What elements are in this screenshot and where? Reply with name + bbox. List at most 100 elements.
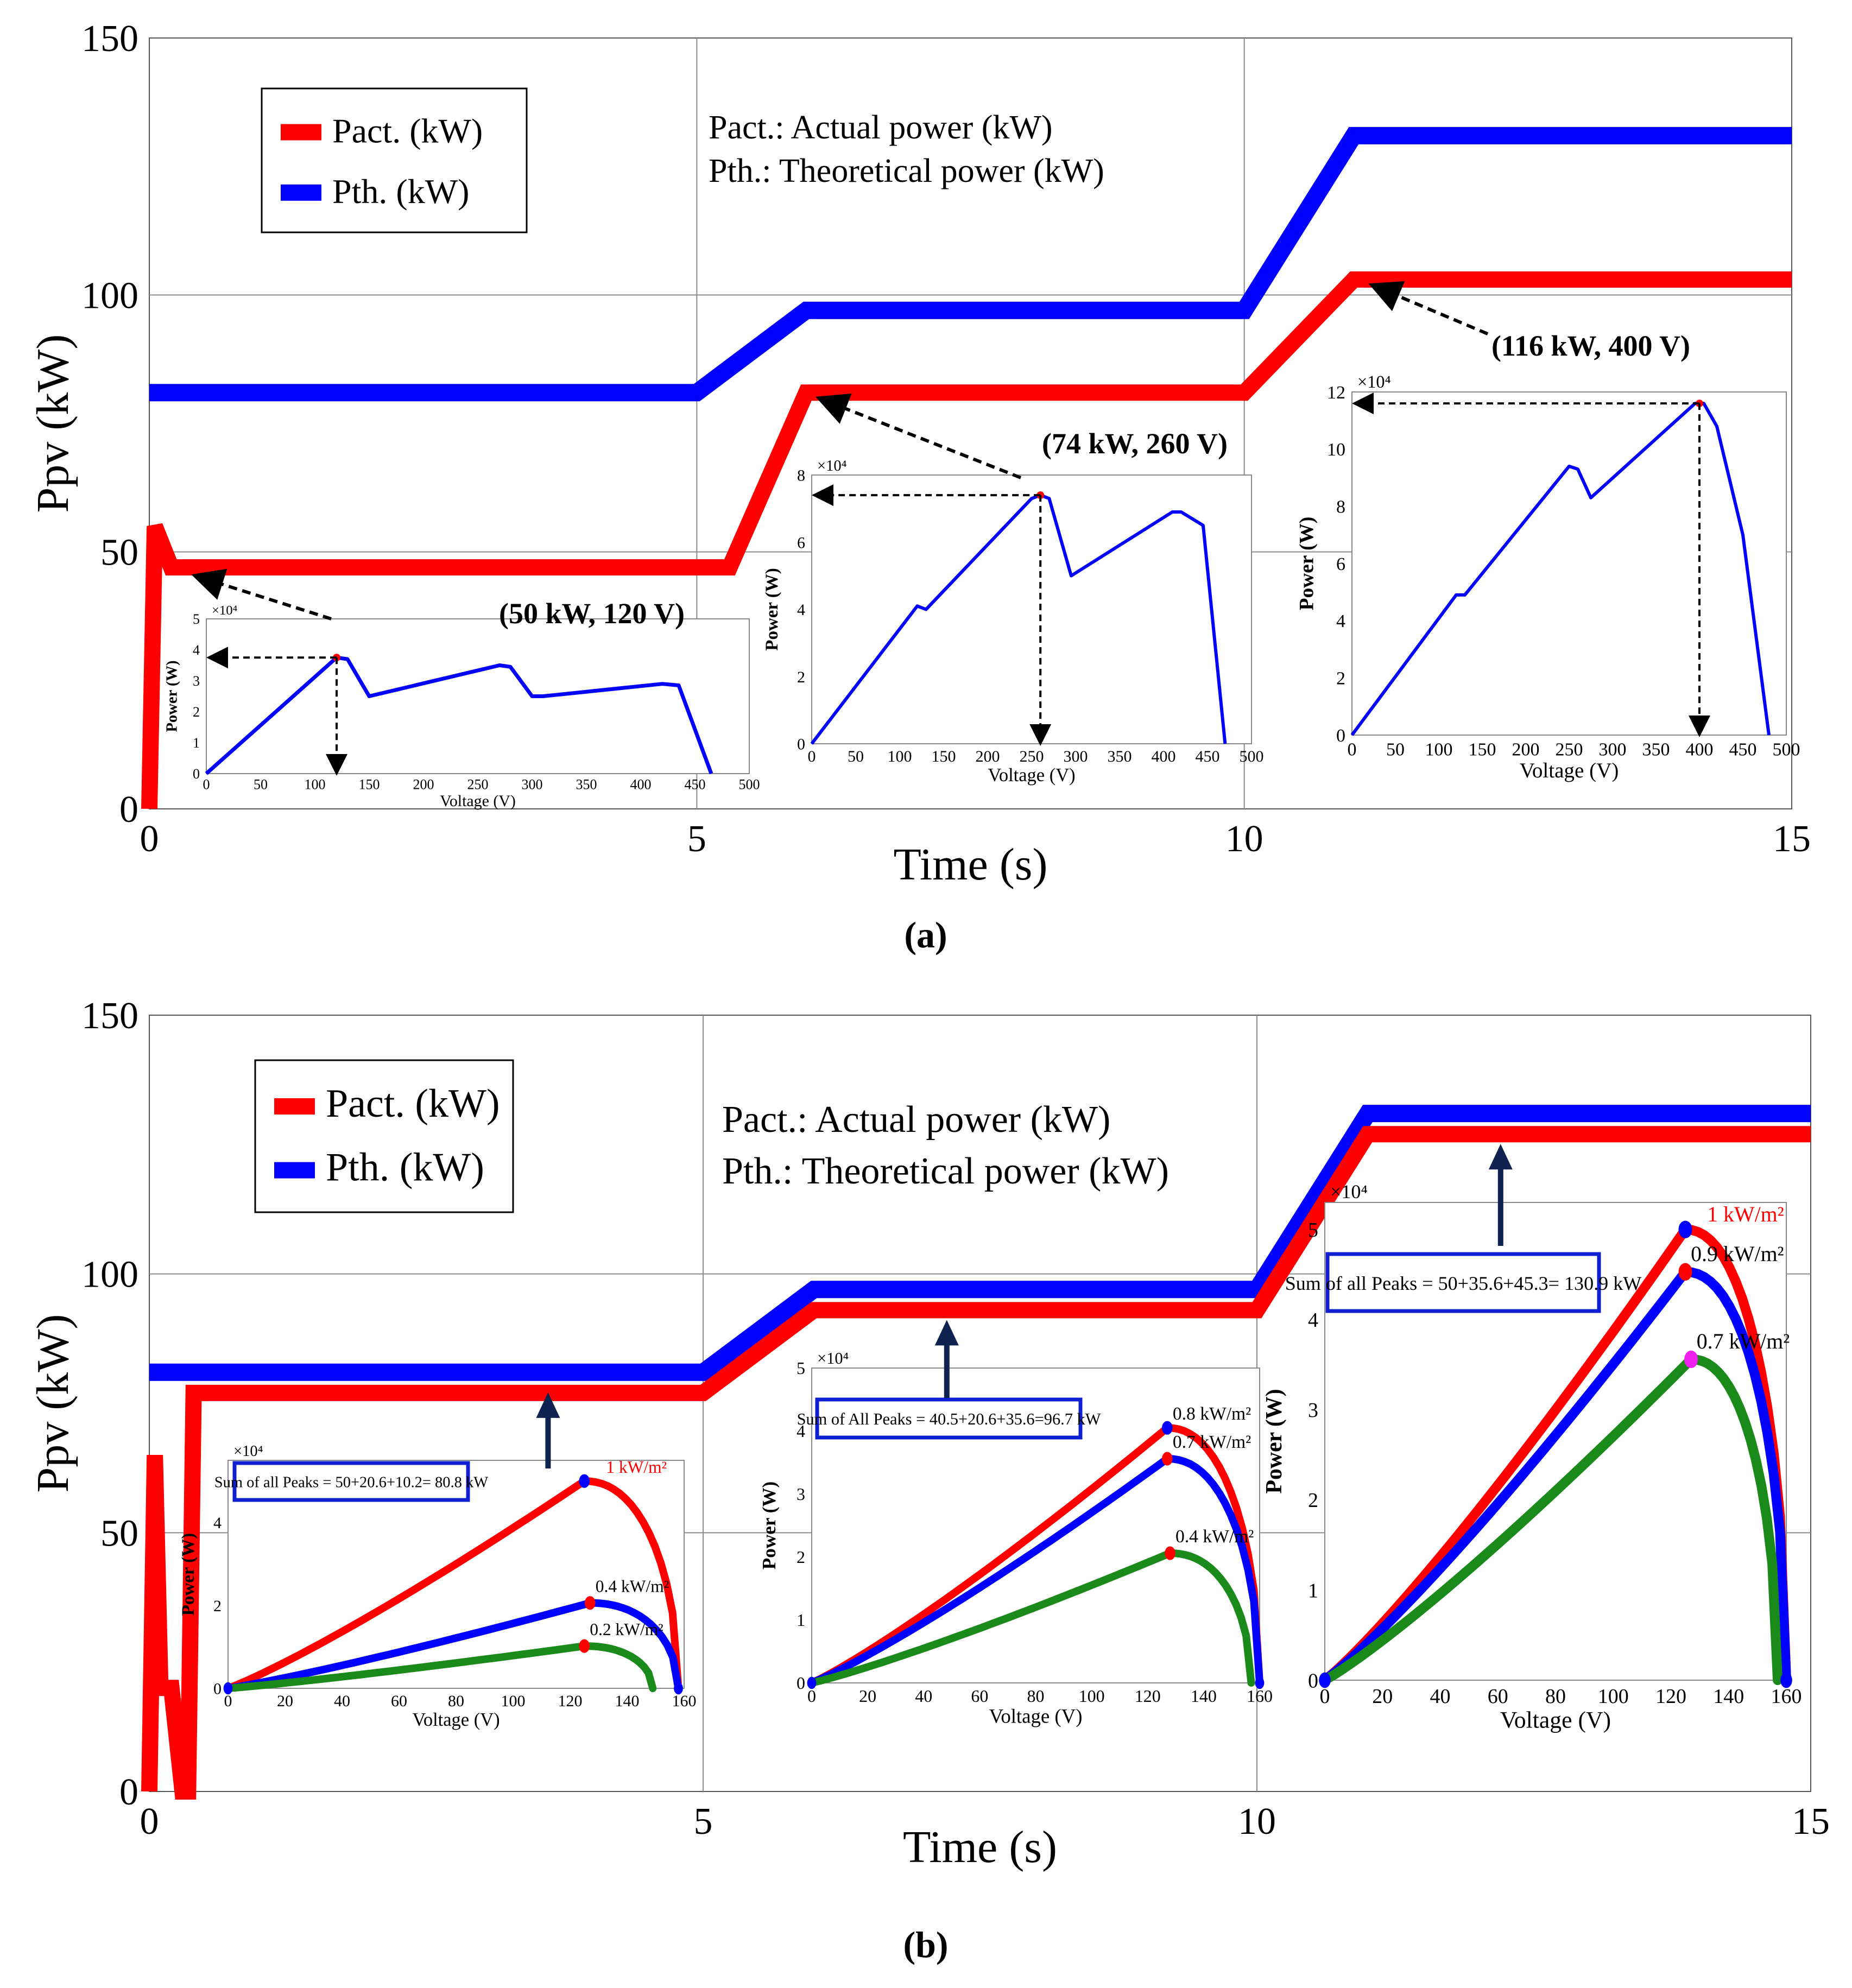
inset-y-tick-label: 3 bbox=[797, 1484, 805, 1504]
inset-pv-curve-green bbox=[1320, 1354, 1783, 1685]
legend-box bbox=[261, 87, 528, 233]
x-axis-label: Time (s) bbox=[894, 839, 1048, 890]
inset-x-tick-label: 250 bbox=[1556, 739, 1583, 759]
inset-pv-curve-theoretical bbox=[808, 1454, 1263, 1687]
inset-voc-marker bbox=[1780, 1672, 1792, 1688]
inset-y-tick-label: 0 bbox=[1308, 1669, 1318, 1692]
inset-pv-curve-actual bbox=[224, 1477, 682, 1692]
sum-pointer-arrow-head bbox=[934, 1320, 959, 1346]
inset-x-tick-label: 0 bbox=[1320, 1685, 1330, 1708]
inset-x-tick-label: 50 bbox=[254, 777, 268, 793]
irradiance-label: 0.9 kW/m² bbox=[1691, 1242, 1784, 1266]
inset-pv-curve-green bbox=[224, 1642, 657, 1692]
inset-frame bbox=[811, 474, 1252, 744]
mpp-annotation: (74 kW, 260 V) bbox=[1042, 427, 1228, 460]
inset-y-axis-label: Power (W) bbox=[1262, 1389, 1287, 1493]
y-axis-label: Ppv (kW) bbox=[28, 334, 78, 513]
inset-x-axis-label: Voltage (V) bbox=[412, 1710, 500, 1730]
inset-x-tick-label: 60 bbox=[391, 1692, 407, 1710]
y-tick-label: 100 bbox=[81, 1254, 138, 1296]
inset-x-tick-label: 50 bbox=[848, 748, 864, 765]
inset-x-tick-label: 120 bbox=[1655, 1685, 1686, 1708]
note-theoretical: Pth.: Theoretical power (kW) bbox=[722, 1150, 1169, 1192]
inset-x-axis-label: Voltage (V) bbox=[440, 792, 516, 810]
inset-x-tick-label: 350 bbox=[1642, 739, 1670, 759]
inset-y-tick-label: 8 bbox=[797, 467, 805, 485]
inset-pv-curve bbox=[1350, 402, 1771, 736]
inset-x-tick-label: 100 bbox=[1425, 739, 1453, 759]
inset-x-tick-label: 0 bbox=[808, 748, 816, 765]
inset-frame bbox=[206, 618, 750, 774]
inset-y-tick-label: 1 bbox=[1308, 1579, 1318, 1602]
inset-frame bbox=[1351, 391, 1787, 736]
x-tick-label: 0 bbox=[140, 1801, 159, 1843]
inset-x-tick-label: 160 bbox=[1771, 1685, 1802, 1708]
x-axis-label: Time (s) bbox=[903, 1822, 1057, 1872]
inset-x-tick-label: 0 bbox=[1348, 739, 1357, 759]
inset-y-tick-label: 12 bbox=[1327, 383, 1345, 403]
inset-peak-marker bbox=[1678, 1220, 1692, 1239]
inset-x-tick-label: 80 bbox=[1545, 1685, 1566, 1708]
y-tick-label: 0 bbox=[119, 1771, 138, 1813]
inset-peak-marker bbox=[579, 1639, 590, 1653]
inset-pv-curve-actual bbox=[1320, 1224, 1791, 1685]
inset-pv-curve bbox=[205, 655, 713, 775]
inset-x-tick-label: 160 bbox=[1247, 1686, 1273, 1706]
inset-x-tick-label: 40 bbox=[1430, 1685, 1451, 1708]
irradiance-label: 0.7 kW/m² bbox=[1697, 1329, 1790, 1353]
inset-y-tick-label: 5 bbox=[797, 1358, 805, 1378]
legend-label-actual: Pact. (kW) bbox=[332, 112, 483, 150]
inset-origin-marker bbox=[223, 1682, 233, 1695]
inset-x-tick-label: 100 bbox=[1079, 1686, 1105, 1706]
inset-scale-label: ×10⁴ bbox=[1357, 372, 1391, 391]
inset-scale-label: ×10⁴ bbox=[1330, 1181, 1368, 1202]
inset-x-tick-label: 120 bbox=[558, 1692, 583, 1710]
inset-voc-marker bbox=[674, 1682, 683, 1695]
inset-x-tick-label: 100 bbox=[1598, 1685, 1629, 1708]
x-tick-label: 10 bbox=[1225, 818, 1263, 860]
sum-of-peaks-label: Sum of all Peaks = 50+35.6+45.3= 130.9 k… bbox=[1285, 1272, 1642, 1294]
inset-y-tick-label: 6 bbox=[797, 534, 805, 552]
inset-pv-curve-theoretical bbox=[1320, 1267, 1791, 1685]
legend-swatch-actual bbox=[274, 1098, 315, 1115]
note-actual: Pact.: Actual power (kW) bbox=[709, 109, 1053, 146]
y-tick-label: 100 bbox=[81, 275, 138, 316]
legend-swatch-theoretical bbox=[274, 1162, 315, 1179]
inset-x-tick-label: 200 bbox=[413, 777, 434, 793]
inset-x-tick-label: 350 bbox=[1108, 748, 1132, 765]
legend-label-theoretical: Pth. (kW) bbox=[332, 172, 469, 211]
inset-x-axis-label: Voltage (V) bbox=[988, 765, 1075, 786]
inset-y-tick-label: 0 bbox=[193, 766, 200, 782]
inset-plot-b1: 0 20 40 60 80 100 120 140 160 0 2 4 Voltage (V) Power… bbox=[179, 1443, 697, 1730]
sum-of-peaks-label: Sum of All Peaks = 40.5+20.6+35.6=96.7 k… bbox=[797, 1410, 1101, 1428]
irradiance-label: 0.4 kW/m² bbox=[1175, 1527, 1254, 1547]
inset-y-tick-label: 1 bbox=[193, 735, 200, 751]
irradiance-label: 0.7 kW/m² bbox=[1173, 1432, 1251, 1452]
inset-y-tick-label: 2 bbox=[213, 1597, 222, 1615]
sum-of-peaks-box bbox=[232, 1461, 470, 1502]
legend-swatch-theoretical bbox=[281, 184, 321, 201]
inset-x-tick-label: 160 bbox=[672, 1692, 697, 1710]
panel-label-b: (b) bbox=[903, 1924, 948, 1965]
inset-x-tick-label: 100 bbox=[501, 1692, 526, 1710]
sum-of-peaks-box bbox=[1325, 1252, 1601, 1313]
inset-x-axis-label: Voltage (V) bbox=[1500, 1707, 1611, 1733]
inset-x-axis-label: Voltage (V) bbox=[989, 1705, 1082, 1727]
inset-y-tick-label: 3 bbox=[193, 673, 200, 689]
legend-box bbox=[254, 1059, 514, 1213]
y-tick-label: 150 bbox=[81, 18, 138, 60]
inset-pv-curve-actual bbox=[808, 1424, 1263, 1687]
inset-y-tick-label: 2 bbox=[1308, 1489, 1318, 1512]
note-theoretical: Pth.: Theoretical power (kW) bbox=[709, 153, 1104, 189]
inset-x-tick-label: 0 bbox=[203, 777, 210, 793]
inset-x-tick-label: 350 bbox=[576, 777, 597, 793]
inset-peak-marker bbox=[1162, 1421, 1173, 1435]
x-tick-label: 10 bbox=[1238, 1801, 1276, 1843]
inset-peak-marker bbox=[584, 1596, 596, 1610]
series-line-actual bbox=[141, 271, 1792, 809]
inset-y-axis-label: Power (W) bbox=[1296, 517, 1318, 611]
inset-plot-b3: 0 20 40 60 80 100 120 140 160 0 1 2 3 4 5 Voltage (V) Po… bbox=[1262, 1181, 1802, 1733]
inset-peak-marker bbox=[1165, 1546, 1175, 1560]
